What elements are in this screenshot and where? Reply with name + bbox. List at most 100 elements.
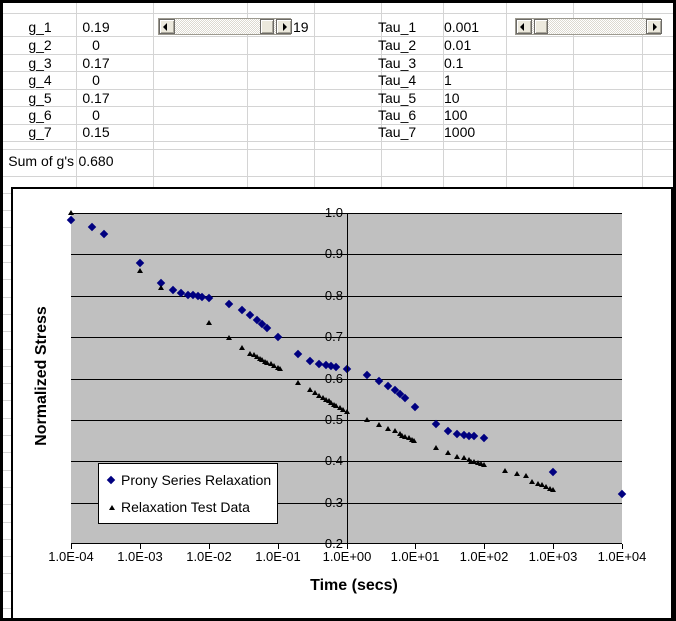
tau-label-cell[interactable]: Tau_3 (378, 54, 417, 71)
sheet-row-line (3, 13, 673, 14)
x-axis-tick-label: 1.0E-02 (186, 549, 232, 564)
data-point-triangle (453, 453, 460, 459)
scroll-right-icon (283, 23, 287, 31)
g-value-cell[interactable]: 0 (92, 37, 100, 53)
y-axis-line (347, 213, 348, 545)
tau-value-cell[interactable]: 0.01 (444, 37, 472, 53)
data-point-triangle (340, 406, 347, 412)
y-axis-tick-label: 0.3 (324, 494, 343, 510)
data-point-triangle (410, 437, 417, 443)
x-axis-tick-label: 1.0E+00 (322, 549, 372, 564)
legend-label: Prony Series Relaxation (121, 472, 272, 488)
y-axis-tick-label: 0.7 (324, 329, 343, 345)
data-point-diamond (273, 332, 282, 341)
data-point-triangle (263, 359, 270, 365)
y-axis-tick-label: 0.8 (324, 287, 343, 303)
data-point-diamond (135, 259, 145, 268)
data-point-triangle (384, 426, 391, 432)
x-axis-tick (209, 544, 210, 549)
tau-label-cell[interactable]: Tau_5 (378, 89, 417, 106)
data-point-triangle (445, 450, 452, 456)
legend-entry-test-data: Relaxation Test Data (99, 498, 277, 516)
g-scrollbar-value-cell[interactable]: 19 (293, 19, 309, 35)
data-point-triangle (205, 319, 212, 325)
tau-value-cell[interactable]: 0.1 (444, 54, 464, 71)
data-point-diamond (225, 300, 234, 309)
tau-value-cell[interactable]: 10 (444, 89, 460, 106)
g-label-cell[interactable]: g_1 (28, 19, 52, 35)
y-axis-tick-label: 1.0 (324, 205, 343, 220)
sheet-row-line (3, 53, 673, 55)
data-point-triangle (267, 361, 274, 367)
chart-area: 1.0 0.9 0.8 0.7 0.6 0.5 0.4 0.3 0.2 1.0E-04 1.0E-0… (11, 187, 673, 618)
diamond-marker-icon (106, 475, 116, 485)
g-value-cell[interactable]: 0.19 (82, 19, 110, 35)
g-label-cell[interactable]: g_4 (28, 72, 52, 88)
g-scrollbar-thumb[interactable] (260, 19, 274, 34)
data-point-triangle (157, 285, 164, 291)
data-point-triangle (522, 473, 529, 479)
g-label-cell[interactable]: g_7 (28, 123, 52, 140)
sum-of-g-value-cell[interactable]: 0.680 (78, 153, 114, 169)
tau-label-cell[interactable]: Tau_1 (378, 19, 417, 35)
tau-scrollbar-left-arrow-button[interactable] (516, 19, 532, 34)
g-scrollbar-left-arrow-button[interactable] (159, 19, 175, 34)
tau-scrollbar-right-arrow-button[interactable] (646, 19, 662, 34)
data-point-diamond (99, 229, 109, 238)
g-value-cell[interactable]: 0 (92, 107, 100, 123)
data-point-triangle (470, 459, 477, 465)
chart-legend: Prony Series Relaxation Relaxation Test … (98, 463, 278, 524)
g-value-scrollbar[interactable] (158, 18, 292, 35)
data-point-diamond (431, 419, 441, 429)
x-axis-tick-label: 1.0E-03 (117, 549, 163, 564)
scroll-left-icon (163, 23, 167, 31)
g-value-cell[interactable]: 0.17 (82, 54, 110, 71)
g-value-cell[interactable]: 0 (92, 72, 100, 88)
sheet-row-line (3, 148, 673, 150)
tau-value-cell[interactable]: 0.001 (444, 19, 480, 35)
tau-value-cell[interactable]: 1000 (444, 123, 476, 140)
chart-gridline (71, 337, 622, 339)
data-point-triangle (550, 487, 557, 493)
tau-label-cell[interactable]: Tau_4 (378, 72, 417, 88)
g-label-cell[interactable]: g_6 (28, 107, 52, 123)
tau-value-cell[interactable]: 100 (444, 107, 468, 123)
x-axis-tick-label: 1.0E-01 (255, 549, 301, 564)
data-point-triangle (343, 408, 350, 414)
y-axis-tick-label: 0.6 (324, 370, 343, 386)
x-axis-tick (140, 544, 141, 549)
data-point-triangle (307, 387, 314, 393)
g-scrollbar-right-arrow-button[interactable] (276, 19, 292, 34)
chart-gridline (71, 378, 622, 380)
tau-value-scrollbar[interactable] (515, 18, 662, 35)
x-axis-tick (347, 544, 348, 549)
g-label-cell[interactable]: g_2 (28, 37, 52, 53)
data-point-triangle (247, 350, 254, 356)
data-point-triangle (238, 345, 245, 351)
g-label-cell[interactable]: g_3 (28, 54, 52, 71)
data-point-triangle (68, 210, 74, 215)
tau-label-cell[interactable]: Tau_6 (378, 107, 417, 123)
scroll-left-icon (520, 23, 524, 31)
x-axis-tick-label: 1.0E+03 (528, 549, 578, 564)
x-axis-tick-label: 1.0E-04 (48, 549, 94, 564)
y-axis-title: Normalized Stress (33, 306, 50, 446)
g-label-cell[interactable]: g_5 (28, 89, 52, 106)
data-point-triangle (501, 468, 508, 474)
data-point-triangle (250, 352, 257, 358)
data-point-triangle (543, 483, 550, 489)
tau-value-cell[interactable]: 1 (444, 72, 452, 88)
tau-scrollbar-thumb[interactable] (534, 19, 548, 34)
tau-label-cell[interactable]: Tau_2 (378, 37, 417, 53)
g-value-cell[interactable]: 0.17 (82, 89, 110, 106)
sum-of-g-label-cell[interactable]: Sum of g's (8, 153, 74, 169)
data-point-triangle (460, 455, 467, 461)
g-value-cell[interactable]: 0.15 (82, 123, 110, 140)
tau-label-cell[interactable]: Tau_7 (378, 123, 417, 140)
data-point-diamond (66, 216, 76, 225)
data-point-triangle (529, 478, 536, 484)
sheet-row-line (3, 175, 673, 177)
data-point-triangle (391, 428, 398, 434)
data-point-diamond (480, 433, 489, 443)
data-point-triangle (336, 405, 343, 411)
